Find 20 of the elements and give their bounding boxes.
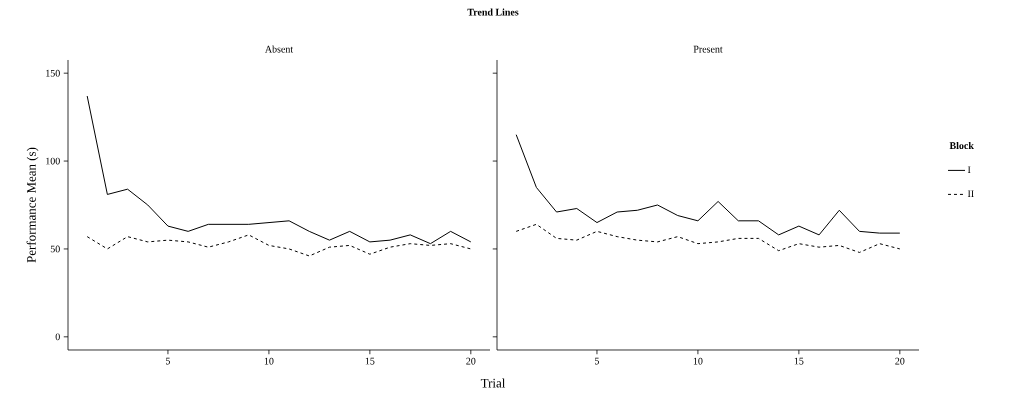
chart-subtitle: Absent: [264, 45, 294, 53]
y-tick-label: 0: [55, 333, 60, 341]
x-tick-label: 15: [794, 357, 804, 365]
legend-label: I: [967, 166, 971, 173]
x-tick-label: 20: [895, 357, 905, 365]
legend-title: Block: [949, 141, 974, 149]
x-tick-label: 10: [264, 357, 274, 365]
x-tick-label: 5: [595, 357, 600, 365]
x-tick-label: 10: [693, 357, 703, 365]
y-tick-label: 50: [50, 245, 60, 253]
x-tick-label: 20: [466, 357, 476, 365]
chart-title: Trend Lines: [467, 8, 519, 16]
legend-label: II: [967, 190, 974, 197]
y-tick-label: 100: [46, 157, 60, 165]
chart-subtitle: Present: [693, 45, 723, 53]
y-tick-label: 150: [46, 69, 60, 77]
x-tick-label: 5: [166, 357, 171, 365]
x-tick-label: 15: [365, 357, 375, 365]
x-axis-title: Trial: [480, 378, 506, 388]
y-axis-title: Performance Mean (s): [26, 147, 39, 263]
